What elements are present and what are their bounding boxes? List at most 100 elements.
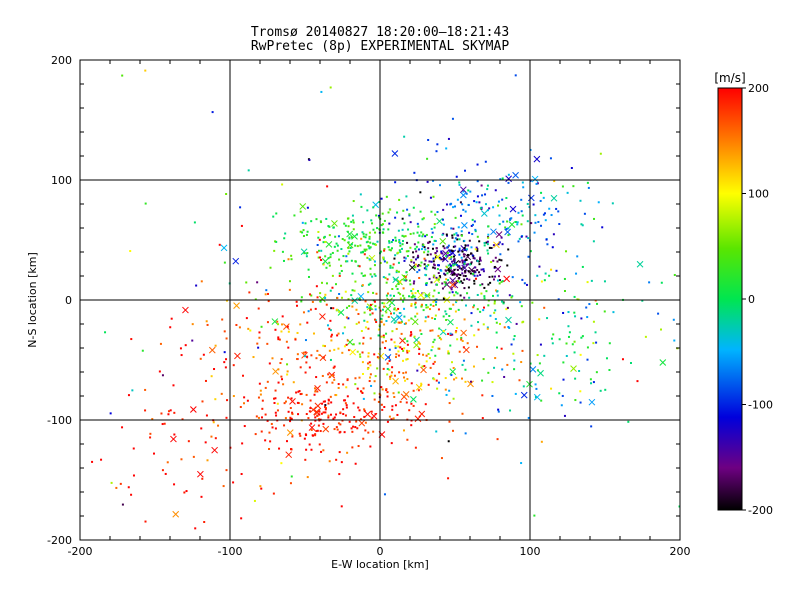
data-point bbox=[383, 405, 386, 408]
data-point-cross bbox=[346, 230, 353, 238]
data-point bbox=[384, 340, 387, 343]
data-point bbox=[288, 288, 291, 291]
data-point bbox=[286, 363, 289, 366]
data-point bbox=[380, 224, 383, 227]
data-point bbox=[493, 302, 496, 305]
data-point bbox=[522, 385, 525, 388]
data-point bbox=[592, 320, 595, 323]
data-point bbox=[451, 291, 454, 294]
data-point bbox=[376, 367, 379, 370]
data-point bbox=[335, 308, 338, 311]
data-point bbox=[369, 273, 372, 276]
data-point bbox=[385, 311, 388, 314]
data-point bbox=[225, 192, 228, 195]
data-point bbox=[427, 315, 430, 318]
data-point bbox=[418, 269, 421, 272]
data-point bbox=[321, 402, 324, 405]
data-point bbox=[185, 490, 188, 493]
data-point bbox=[457, 265, 460, 268]
data-point bbox=[476, 180, 479, 183]
data-point bbox=[130, 493, 133, 496]
data-point bbox=[289, 416, 292, 419]
data-point-cross bbox=[468, 266, 475, 274]
data-point bbox=[471, 254, 474, 257]
data-point bbox=[307, 268, 310, 271]
data-point bbox=[513, 368, 516, 371]
data-point-cross bbox=[415, 383, 423, 391]
data-point bbox=[282, 383, 285, 386]
data-point bbox=[318, 413, 321, 416]
data-point bbox=[344, 260, 347, 263]
data-point bbox=[258, 382, 261, 385]
data-point bbox=[327, 414, 330, 417]
data-point bbox=[581, 335, 584, 338]
data-point bbox=[506, 363, 509, 366]
data-point bbox=[420, 305, 423, 308]
data-point bbox=[482, 309, 485, 312]
grid bbox=[80, 60, 680, 540]
data-point bbox=[560, 404, 563, 407]
data-point bbox=[441, 287, 444, 290]
data-point bbox=[399, 312, 402, 315]
data-point bbox=[520, 198, 523, 201]
data-point bbox=[509, 409, 512, 412]
data-point bbox=[425, 295, 428, 298]
colorbar-tick-label: 0 bbox=[748, 293, 755, 306]
data-point bbox=[164, 472, 167, 475]
data-point bbox=[282, 259, 285, 262]
data-point bbox=[335, 394, 338, 397]
data-point bbox=[272, 492, 275, 495]
data-point bbox=[484, 203, 487, 206]
data-point bbox=[434, 252, 437, 255]
data-point-cross bbox=[211, 446, 218, 454]
data-point bbox=[592, 240, 595, 243]
data-point bbox=[180, 458, 183, 461]
data-point bbox=[482, 358, 485, 361]
data-point bbox=[332, 366, 335, 369]
data-point bbox=[487, 371, 490, 374]
data-point bbox=[435, 150, 438, 153]
data-point bbox=[338, 451, 341, 454]
data-point bbox=[517, 211, 520, 214]
data-point bbox=[534, 221, 537, 224]
data-point bbox=[498, 282, 501, 285]
data-point bbox=[423, 246, 426, 249]
data-point bbox=[497, 200, 500, 203]
x-tick-label: -200 bbox=[68, 545, 93, 558]
data-point bbox=[334, 235, 337, 238]
data-point bbox=[446, 234, 449, 237]
data-point bbox=[319, 292, 322, 295]
data-point bbox=[558, 392, 561, 395]
data-point bbox=[555, 207, 558, 210]
data-point bbox=[473, 274, 476, 277]
data-point bbox=[320, 412, 323, 415]
data-point-cross bbox=[503, 275, 510, 283]
data-point bbox=[468, 278, 471, 281]
data-point bbox=[363, 415, 366, 418]
data-point bbox=[194, 527, 197, 530]
data-point bbox=[451, 273, 454, 276]
data-point bbox=[458, 183, 461, 186]
data-point-cross bbox=[364, 410, 372, 418]
data-point bbox=[429, 329, 432, 332]
data-point bbox=[510, 217, 513, 220]
data-point bbox=[318, 410, 321, 413]
data-point bbox=[397, 270, 400, 273]
data-point bbox=[129, 250, 132, 253]
data-point bbox=[492, 259, 495, 262]
data-point bbox=[446, 246, 449, 249]
data-point bbox=[371, 312, 374, 315]
data-point bbox=[402, 372, 405, 375]
data-point bbox=[463, 262, 466, 265]
data-point bbox=[476, 235, 479, 238]
data-point-cross bbox=[490, 228, 497, 236]
data-point bbox=[413, 295, 416, 298]
data-point bbox=[424, 265, 427, 268]
data-point bbox=[284, 232, 287, 235]
data-point bbox=[425, 360, 428, 363]
data-point bbox=[329, 329, 332, 332]
data-point bbox=[441, 252, 444, 255]
data-point bbox=[493, 311, 496, 314]
data-point bbox=[469, 190, 472, 193]
data-point bbox=[472, 306, 475, 309]
